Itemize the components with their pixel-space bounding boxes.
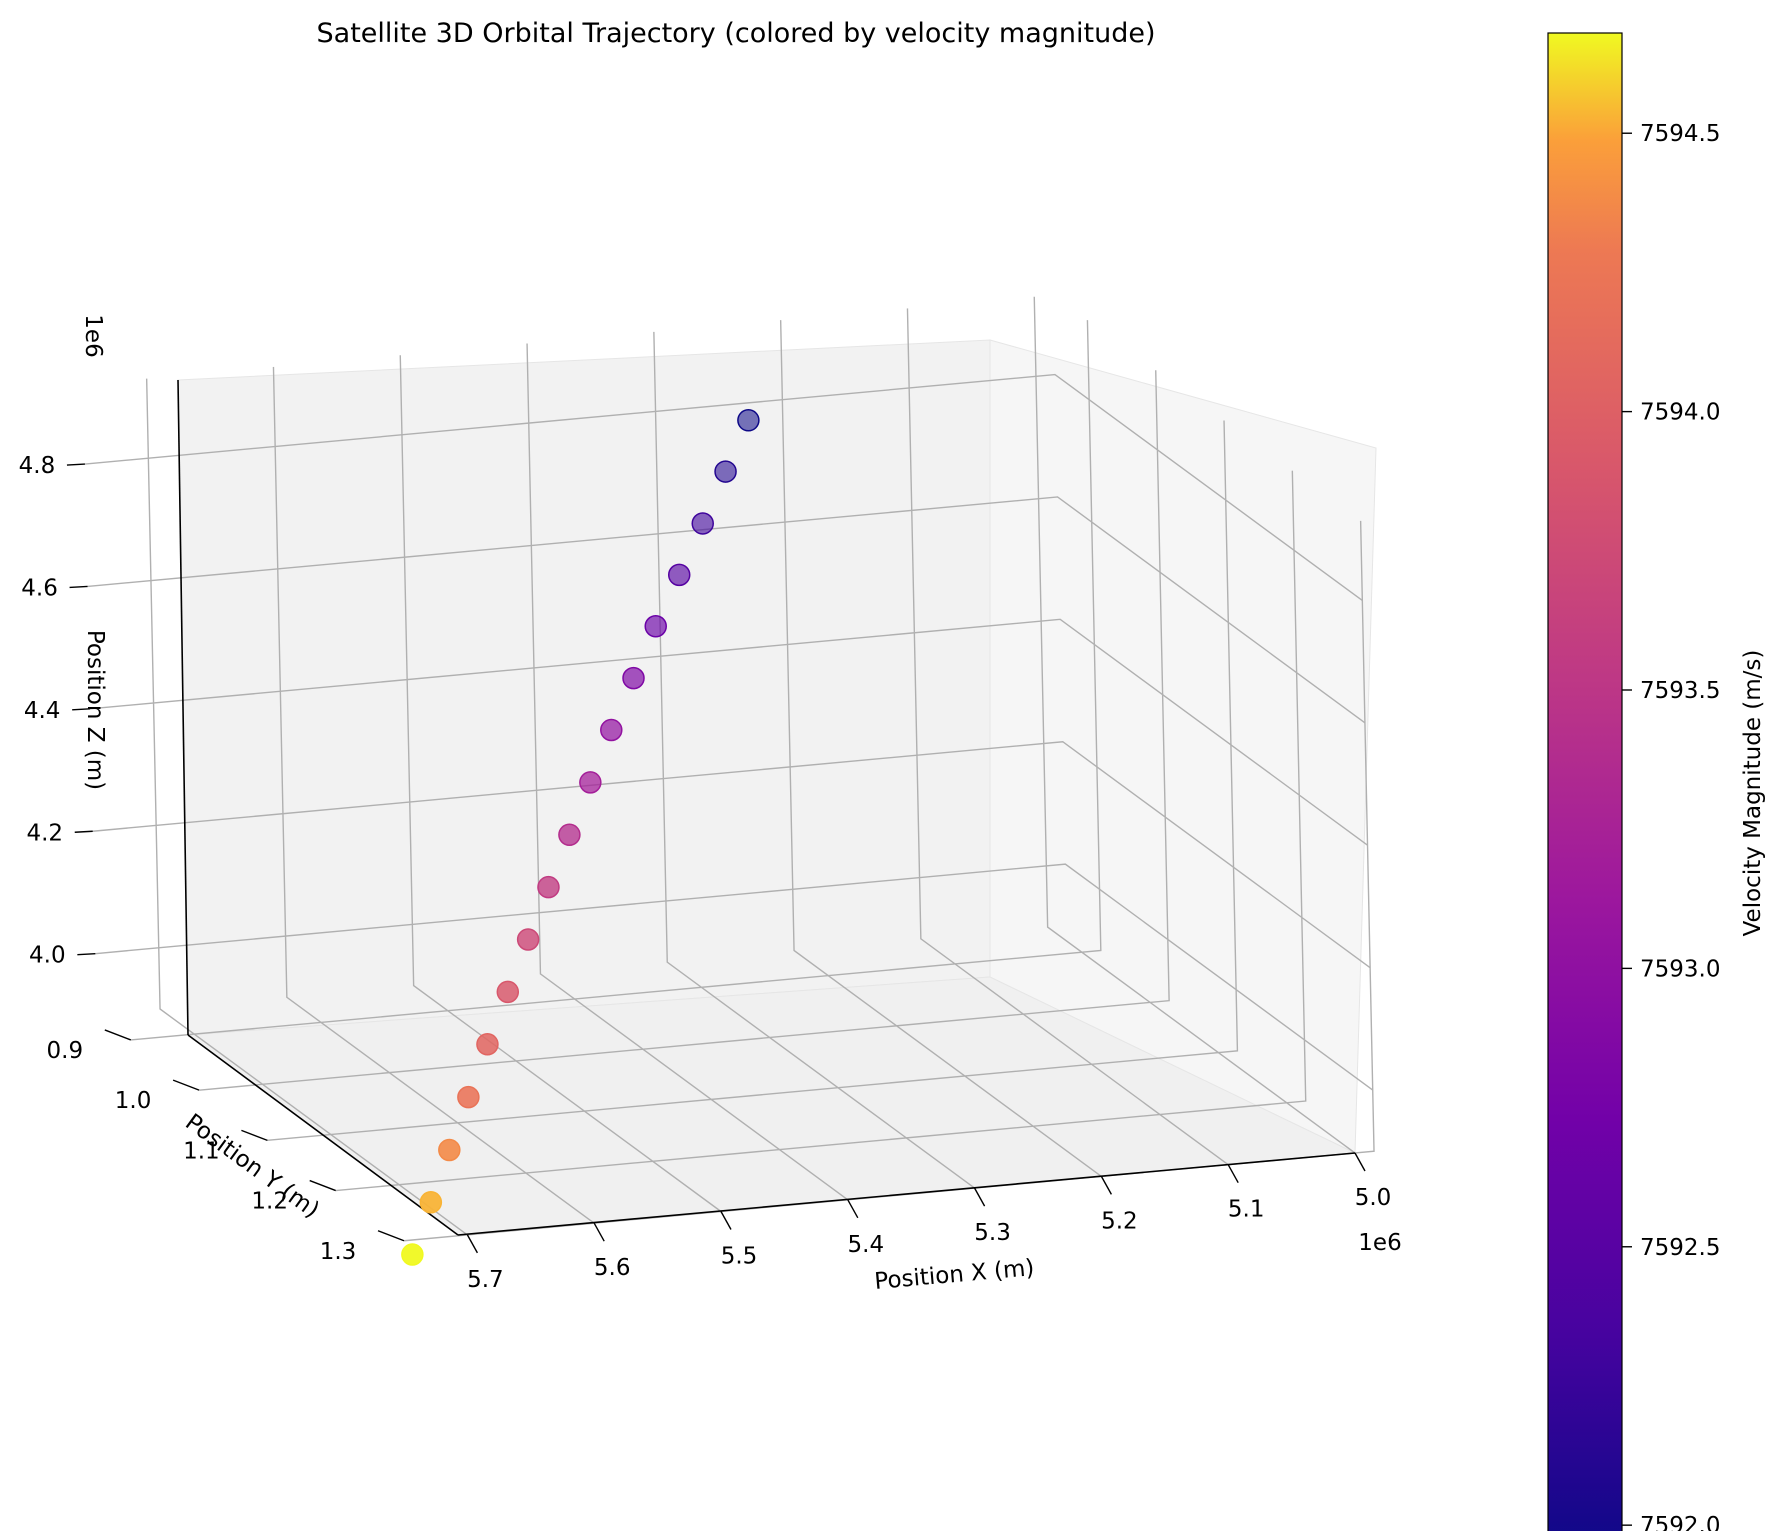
y-tick-label: 0.9	[47, 1038, 84, 1064]
x-tick-mark	[466, 1234, 479, 1254]
data-point	[457, 1085, 480, 1109]
data-point	[579, 771, 602, 794]
data-point	[714, 460, 737, 483]
x-tick-label: 5.7	[467, 1267, 504, 1293]
colorbar-tick-label: 7594.5	[1640, 121, 1720, 147]
grid-line-x	[145, 378, 468, 1236]
grid-line-x	[526, 343, 849, 1201]
data-point	[558, 823, 581, 847]
x-tick-mark	[847, 1199, 859, 1219]
z-tick-label: 4.4	[24, 698, 61, 724]
grid-line-z	[87, 496, 1366, 724]
grid-line-y	[199, 370, 1170, 1091]
grid-lines	[84, 296, 1375, 1242]
grid-line-y	[130, 320, 1102, 1041]
colorbar-tick-label: 7592.0	[1640, 1513, 1720, 1531]
x-tick-mark	[1354, 1152, 1366, 1172]
y-tick-label: 1.0	[115, 1088, 152, 1114]
x-tick-label: 5.2	[1101, 1208, 1138, 1234]
x-tick-label: 5.0	[1355, 1185, 1392, 1211]
data-point	[737, 409, 760, 432]
y-axis-line	[187, 1034, 459, 1236]
data-point	[537, 875, 560, 899]
colorbar-tick-label: 7593.0	[1640, 956, 1720, 982]
grid-line-z	[95, 863, 1374, 1091]
x-tick-label: 5.3	[974, 1220, 1011, 1246]
z-tick-label: 4.2	[26, 820, 63, 846]
x-tick-mark	[593, 1222, 605, 1242]
scatter-points	[401, 409, 760, 1266]
z-tick-label: 4.8	[19, 453, 56, 479]
grid-line-x	[906, 308, 1229, 1166]
z-tick-label: 4.0	[29, 943, 66, 969]
z-axis-label: Position Z (m)	[82, 630, 108, 790]
data-point	[644, 615, 667, 638]
grid-line-x	[1033, 296, 1356, 1154]
x-axis-label: Position X (m)	[873, 1255, 1035, 1295]
chart-title: Satellite 3D Orbital Trajectory (colored…	[317, 18, 1156, 49]
z-tick-label: 4.6	[21, 575, 58, 601]
tick-marks: 5.0 5.1 5.2 5.3 5.4 5.5 5.6 5.7 0.9 1.0 1.1 1.2 1.3 4…	[19, 453, 1392, 1293]
grid-line-y	[335, 470, 1307, 1192]
colorbar	[1547, 32, 1623, 1535]
colorbar-tick-label: 7593.5	[1640, 678, 1720, 704]
z-tick-mark	[74, 830, 93, 833]
y-tick-label: 1.3	[320, 1239, 357, 1265]
y-tick-mark	[309, 1179, 336, 1192]
z-axis-line	[177, 379, 189, 1036]
x-offset-label: 1e6	[1358, 1230, 1401, 1256]
data-point	[516, 928, 540, 951]
x-tick-label: 5.6	[594, 1255, 631, 1281]
y-tick-label: 1.1	[183, 1138, 220, 1164]
grid-line-z	[92, 741, 1371, 969]
y-tick-label: 1.2	[251, 1189, 288, 1215]
y-tick-mark	[377, 1230, 405, 1242]
z-offset-label: 1e6	[80, 314, 106, 357]
colorbar-tick-label: 7592.5	[1640, 1235, 1720, 1261]
data-point	[691, 512, 714, 535]
grid-line-x	[779, 320, 1102, 1177]
x-tick-mark	[973, 1187, 986, 1207]
grid-line-z	[84, 373, 1363, 602]
data-point	[667, 563, 691, 587]
data-point	[401, 1243, 424, 1266]
y-tick-mark	[172, 1079, 200, 1091]
data-point	[419, 1191, 443, 1214]
grid-line-x	[653, 331, 976, 1189]
y-tick-mark	[104, 1029, 132, 1041]
data-point	[622, 666, 645, 690]
grid-line-x	[272, 366, 595, 1224]
z-tick-mark	[69, 585, 88, 589]
x-tick-mark	[1100, 1176, 1113, 1195]
colorbar-label: Velocity Magnitude (m/s)	[1740, 650, 1766, 937]
data-point	[600, 718, 623, 742]
z-tick-mark	[77, 952, 96, 956]
x-tick-label: 5.5	[721, 1244, 758, 1270]
x-tick-mark	[720, 1211, 732, 1230]
colorbar-tick-label: 7594.0	[1640, 400, 1720, 426]
data-point	[496, 980, 520, 1004]
y-tick-mark	[241, 1129, 268, 1142]
grid-line-y	[267, 420, 1239, 1142]
grid-line-z	[90, 618, 1368, 846]
x-tick-label: 5.4	[848, 1232, 885, 1258]
x-axis-line	[457, 1152, 1356, 1236]
z-tick-mark	[66, 463, 85, 466]
data-point	[438, 1138, 461, 1162]
grid-line-x	[399, 355, 722, 1213]
x-tick-mark	[1227, 1164, 1239, 1184]
x-tick-label: 5.1	[1228, 1197, 1265, 1223]
data-point	[476, 1033, 499, 1056]
colorbar-ticks: 7592.0 7592.5 7593.0 7593.5 7594.0 7594.5	[1622, 121, 1720, 1535]
z-tick-mark	[72, 708, 91, 711]
